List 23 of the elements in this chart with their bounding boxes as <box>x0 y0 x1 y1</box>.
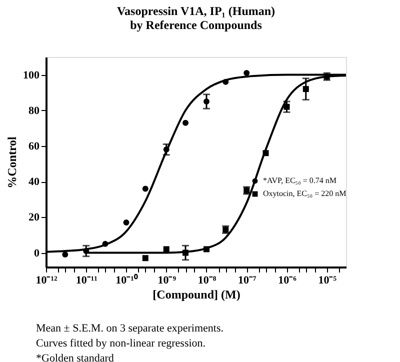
x-tick-label: 10⁻⁸ <box>198 274 217 286</box>
legend-label: *AVP, EC₅₀ = 0.74 nM <box>263 176 337 185</box>
x-tick-label: 10⁻¹² <box>36 274 58 286</box>
x-tick-label: 10⁻⁷ <box>238 274 257 286</box>
x-tick-label: 10⁻¹⁰ <box>116 274 138 286</box>
y-tick-label: 0 <box>34 247 40 260</box>
y-axis-title: %Control <box>5 136 19 188</box>
legend-label: Oxytocin, EC₅₀ = 220 nM <box>263 189 346 198</box>
x-tick-label: 10⁻⁹ <box>158 274 177 286</box>
y-tick-label: 40 <box>28 176 40 188</box>
x-tick-label: 10⁻⁵ <box>318 274 338 286</box>
x-axis-title: [Compound] (M) <box>152 288 240 302</box>
y-tick-label: 60 <box>28 140 40 152</box>
y-tick-label: 100 <box>23 69 40 82</box>
x-tick-label: 10⁻¹¹ <box>76 274 98 286</box>
text: Curves fitted by non-linear regression. <box>36 338 206 350</box>
chart-subtitle: by Reference Compounds <box>130 18 262 32</box>
y-tick-label: 80 <box>28 104 40 117</box>
text: Mean ± S.E.M. on 3 separate experiments. <box>36 322 224 334</box>
text: *Golden standard <box>36 352 114 362</box>
x-tick-label: 10⁻⁶ <box>278 274 298 286</box>
y-tick-label: 20 <box>28 212 40 224</box>
chart-title: Vasopressin V1A, IP₁ (Human) <box>116 4 276 18</box>
